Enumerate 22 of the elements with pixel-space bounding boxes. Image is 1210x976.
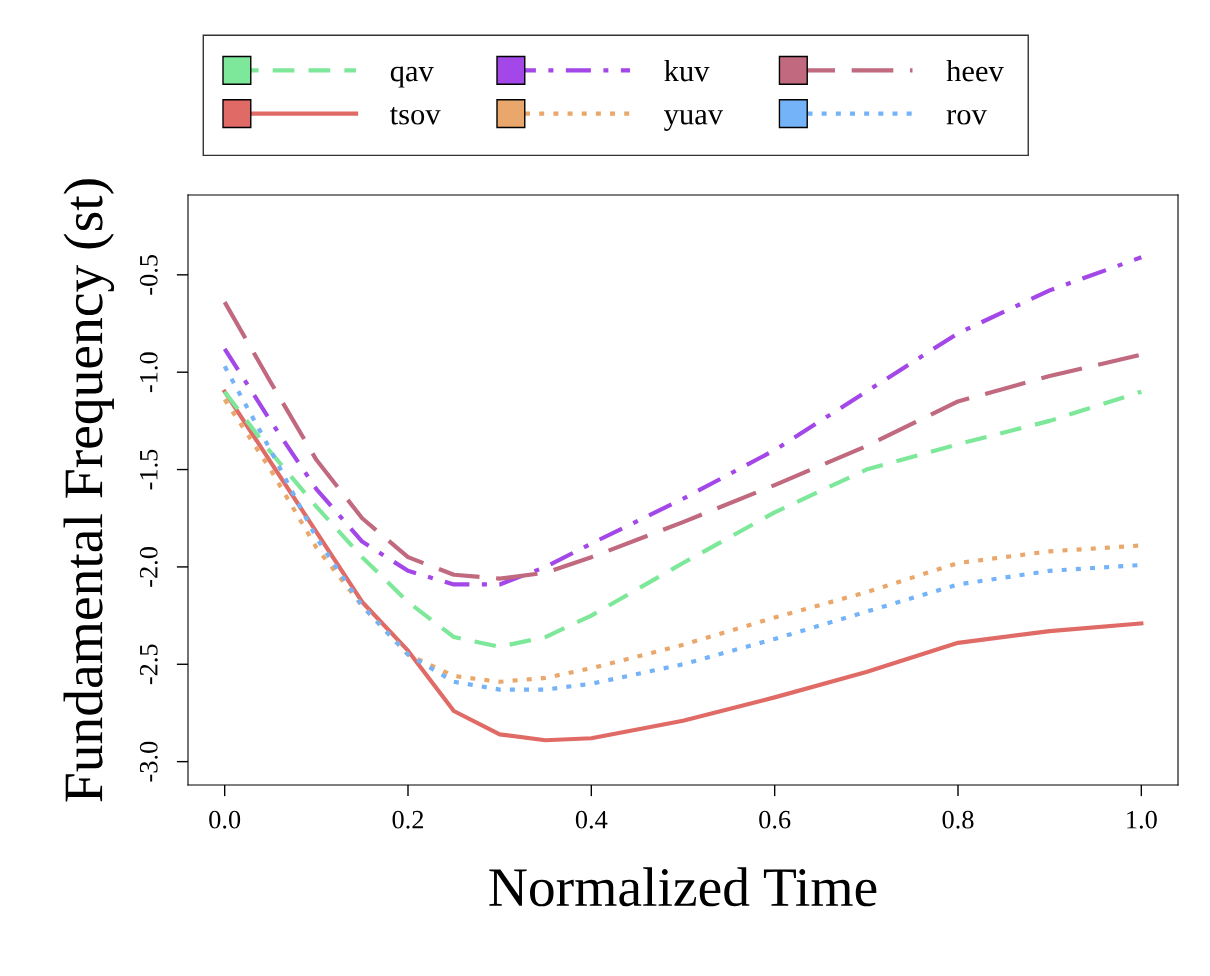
y-tick-label: -3.0 [139,741,158,782]
x-tick-label: 0.4 [575,810,608,829]
x-tick-label: 0.2 [392,810,424,829]
line-series [222,255,1144,587]
legend-label: kuv [664,59,710,82]
legend-label: tsov [389,107,441,125]
x-tick-label: 0.0 [209,810,241,829]
x-tick-label: 1.0 [1127,810,1157,829]
y-axis-title: Fundamental Frequency (st) [63,179,115,802]
y-tick-label: -0.5 [139,254,158,295]
y-tick-label: -1.5 [139,449,158,490]
x-tick-label: 0.8 [942,810,974,829]
y-tick-label: -2.5 [139,644,158,685]
y-tick-label: -2.0 [139,547,158,587]
line-series [222,389,1144,743]
legend-label: qav [390,66,434,88]
y-tick-label: -1.0 [139,352,158,393]
x-axis-title: Normalized Time [489,867,877,907]
legend-label: rov [946,109,987,125]
legend-label: yuav [664,109,724,131]
legend-label: heev [946,59,1004,82]
x-tick-label: 0.6 [759,810,791,829]
